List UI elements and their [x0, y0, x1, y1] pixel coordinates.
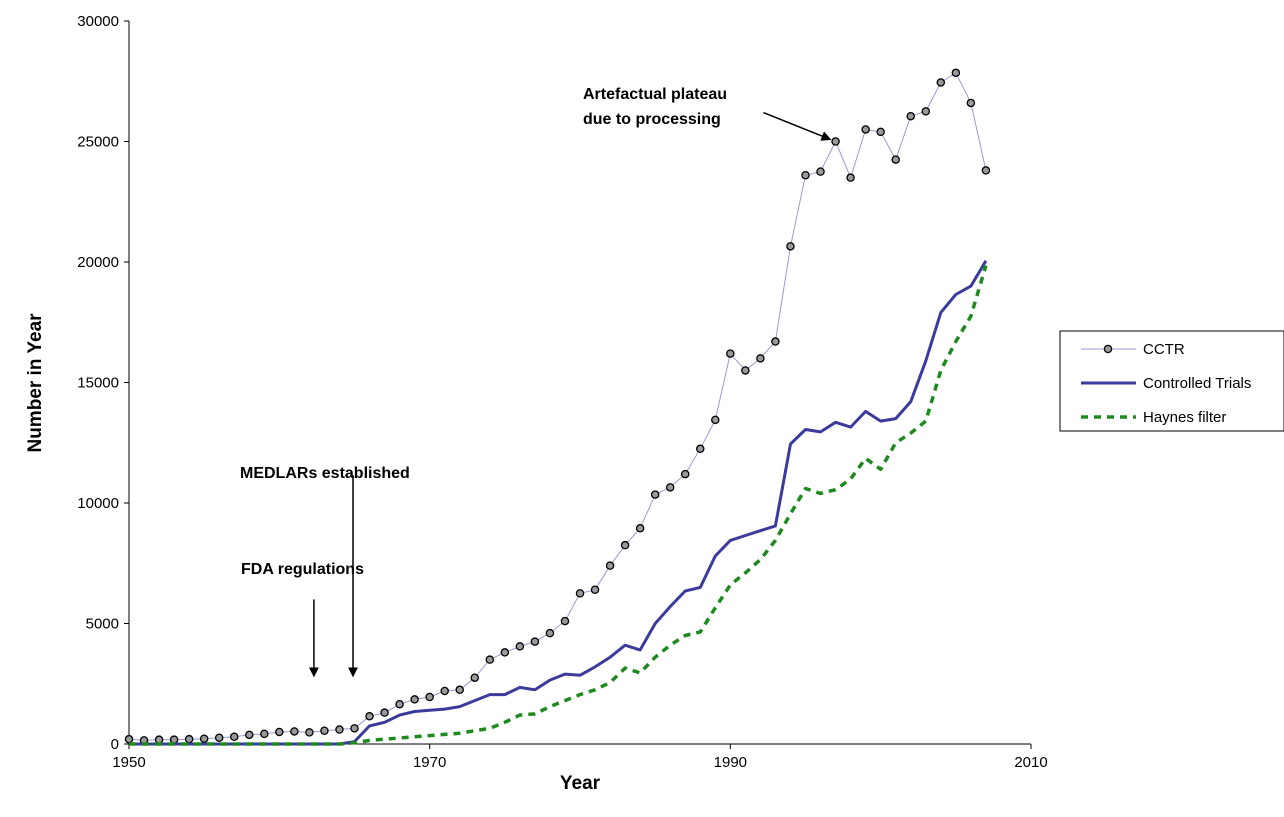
data-point: [426, 693, 433, 700]
y-tick-label: 10000: [77, 495, 119, 512]
annotation-text: FDA regulations: [241, 561, 364, 578]
x-tick-label: 1950: [112, 754, 145, 771]
data-point: [606, 562, 613, 569]
data-point: [456, 686, 463, 693]
x-tick-label: 2010: [1014, 754, 1047, 771]
data-point: [321, 727, 328, 734]
data-point: [171, 736, 178, 743]
data-point: [847, 174, 854, 181]
legend-label: CCTR: [1143, 341, 1185, 358]
data-point: [787, 243, 794, 250]
x-tick-label: 1970: [413, 754, 446, 771]
series-controlled-trials: [129, 261, 986, 744]
data-point: [682, 470, 689, 477]
data-point: [907, 113, 914, 120]
data-point: [591, 586, 598, 593]
data-point: [261, 730, 268, 737]
data-point: [712, 416, 719, 423]
data-point: [306, 729, 313, 736]
data-point: [652, 491, 659, 498]
data-point: [862, 126, 869, 133]
series-line: [129, 73, 986, 741]
series-cctr: [125, 69, 989, 744]
y-tick-label: 30000: [77, 13, 119, 30]
data-point: [411, 696, 418, 703]
annotation-arrow: [763, 113, 829, 140]
series-layer: [125, 69, 989, 744]
data-point: [742, 367, 749, 374]
series-line: [129, 261, 986, 744]
data-point: [231, 733, 238, 740]
data-point: [441, 687, 448, 694]
y-axis-ticks: 0 5000 10000 15000 20000 25000 30000: [77, 13, 129, 753]
data-point: [471, 674, 478, 681]
y-tick-label: 20000: [77, 254, 119, 271]
x-axis-ticks: 1950 1970 1990 2010: [112, 744, 1047, 771]
x-tick-label: 1990: [714, 754, 747, 771]
data-point: [216, 734, 223, 741]
data-point: [246, 731, 253, 738]
data-point: [817, 168, 824, 175]
y-tick-label: 0: [111, 736, 119, 753]
data-point: [637, 525, 644, 532]
data-point: [982, 167, 989, 174]
data-point: [186, 736, 193, 743]
data-point: [516, 643, 523, 650]
annotation-fda: FDA regulations: [241, 561, 364, 675]
data-point: [967, 99, 974, 106]
data-point: [381, 709, 388, 716]
data-point: [922, 108, 929, 115]
data-point: [201, 735, 208, 742]
data-point: [757, 355, 764, 362]
data-point: [877, 128, 884, 135]
data-point: [486, 656, 493, 663]
legend-label: Haynes filter: [1143, 409, 1226, 426]
x-axis-title: Year: [560, 773, 601, 794]
y-axis-title: Number in Year: [25, 313, 46, 453]
y-tick-label: 15000: [77, 375, 119, 392]
y-tick-label: 25000: [77, 134, 119, 151]
data-point: [892, 156, 899, 163]
data-point: [351, 725, 358, 732]
data-point: [501, 649, 508, 656]
data-point: [276, 728, 283, 735]
data-point: [667, 484, 674, 491]
data-point: [561, 617, 568, 624]
annotation-text: due to processing: [583, 111, 721, 128]
legend-label: Controlled Trials: [1143, 375, 1251, 392]
series-line: [129, 266, 986, 744]
data-point: [832, 138, 839, 145]
data-point: [952, 69, 959, 76]
data-point: [772, 338, 779, 345]
data-point: [802, 172, 809, 179]
series-haynes-filter: [129, 266, 986, 744]
legend: CCTR Controlled Trials Haynes filter: [1060, 331, 1284, 431]
data-point: [155, 736, 162, 743]
annotation-artefact: Artefactual plateau due to processing: [583, 86, 830, 139]
data-point: [937, 79, 944, 86]
data-point: [727, 350, 734, 357]
annotation-text: MEDLARs established: [240, 465, 410, 482]
data-point: [697, 445, 704, 452]
data-point: [125, 736, 132, 743]
data-point: [546, 630, 553, 637]
y-tick-label: 5000: [86, 616, 119, 633]
data-point: [291, 728, 298, 735]
data-point: [622, 542, 629, 549]
data-point: [366, 713, 373, 720]
legend-marker: [1104, 345, 1111, 352]
annotation-text: Artefactual plateau: [583, 86, 727, 103]
data-point: [576, 590, 583, 597]
data-point: [396, 701, 403, 708]
annotation-layer: Artefactual plateau due to processing MEDL…: [240, 86, 830, 675]
data-point: [336, 726, 343, 733]
data-point: [531, 638, 538, 645]
plot-area: [129, 21, 1031, 744]
